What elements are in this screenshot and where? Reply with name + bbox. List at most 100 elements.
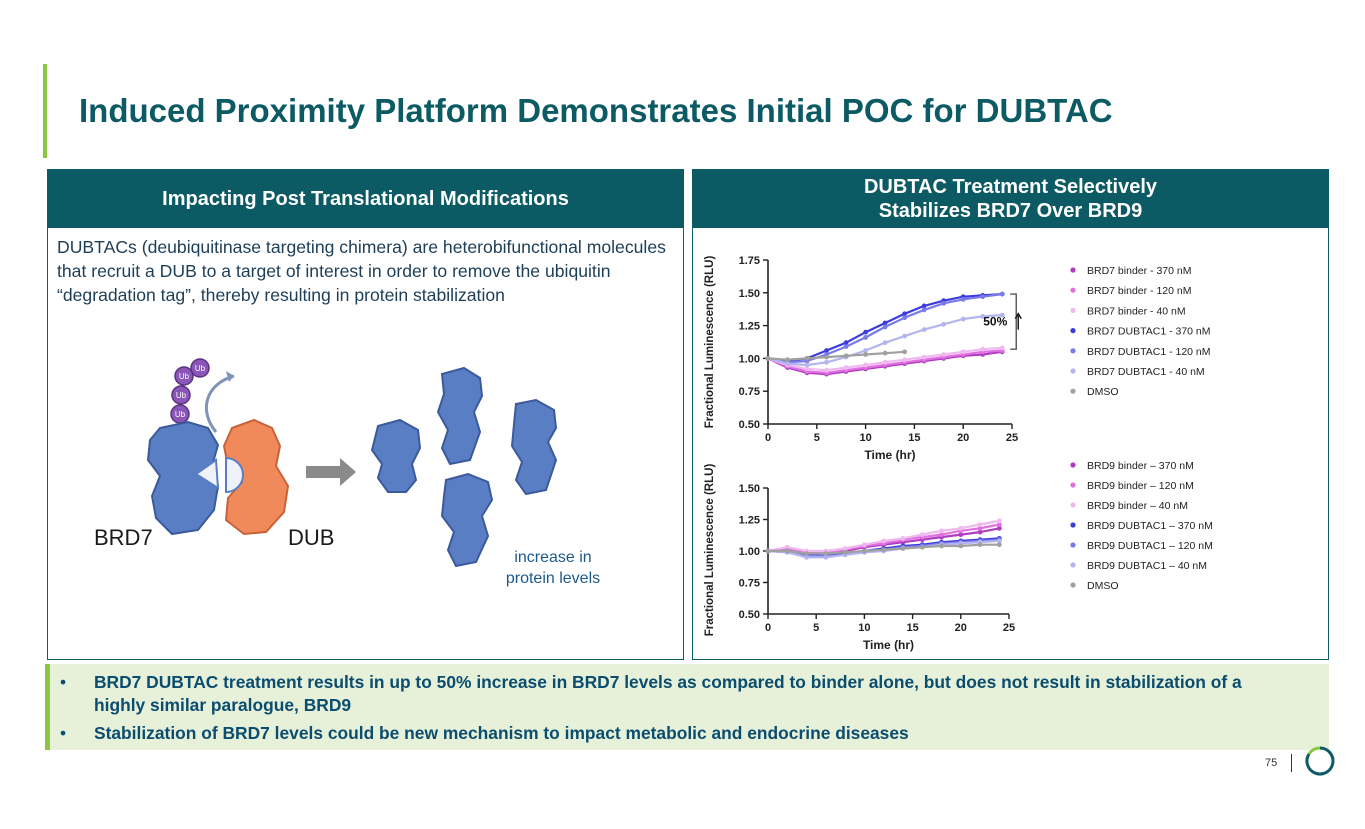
chart2-y-tick-label: 1.00 — [739, 546, 760, 558]
chart2-data-point — [977, 542, 983, 548]
chart2-data-point — [939, 543, 944, 549]
chart2-data-point — [958, 543, 964, 549]
chart1-annotation-arrow — [1014, 312, 1022, 330]
chart1-data-point — [824, 354, 829, 360]
right-panel-header: DUBTAC Treatment Selectively Stabilizes … — [693, 170, 1328, 228]
chart1-data-point — [824, 367, 829, 373]
dubtac-molecule — [194, 456, 244, 494]
chart2-y-tick-label: 0.50 — [739, 609, 760, 621]
bullet-marker-2: • — [60, 723, 67, 743]
process-arrow — [306, 458, 356, 486]
chart2-y-tick-label: 1.50 — [739, 483, 760, 495]
chart2-x-tick-label: 5 — [813, 622, 819, 634]
chart1-data-point — [804, 366, 810, 372]
chart2-data-point — [900, 536, 906, 541]
chart2-data-point — [977, 522, 983, 527]
dub-label: DUB — [288, 525, 334, 550]
chart1-data-point — [999, 291, 1005, 297]
chart2-data-point — [784, 548, 790, 554]
chart1-annotation-bracket — [1010, 293, 1017, 350]
removal-arrow — [204, 374, 235, 433]
chart2-legend-marker — [1070, 542, 1076, 548]
chart2-data-point — [823, 551, 829, 556]
chart2-legend-marker — [1070, 482, 1076, 488]
chart1-y-label: Fractional Luminescence (RLU) — [704, 256, 716, 429]
chart1-legend-label: BRD7 DUBTAC1 - 40 nM — [1087, 366, 1205, 378]
chart2-legend-label: BRD9 DUBTAC1 – 40 nM — [1087, 560, 1207, 572]
chart1-data-point — [980, 314, 986, 319]
chart2-legend-label: BRD9 binder – 120 nM — [1087, 480, 1194, 492]
chart1-data-point — [980, 294, 986, 300]
chart1-data-point — [863, 362, 868, 368]
chart2-y-tick-label: 0.75 — [739, 578, 760, 590]
ub-label-4: Ub — [195, 364, 206, 373]
ub-label-2: Ub — [176, 391, 187, 400]
chart1-data-point — [843, 353, 849, 359]
chart1-legend-label: BRD7 binder - 40 nM — [1087, 305, 1186, 317]
chart1-x-tick-label: 10 — [859, 432, 871, 444]
chart1-data-point — [980, 346, 986, 352]
chart2-legend-marker — [1070, 522, 1076, 528]
chart1-legend-marker — [1070, 368, 1076, 374]
chart2-data-point — [804, 551, 809, 556]
ubiquitin-chain: Ub Ub Ub Ub — [170, 358, 210, 424]
stabilized-protein-4 — [440, 472, 494, 568]
chart1-legend-marker — [1070, 328, 1076, 334]
chart1-data-point — [902, 311, 908, 317]
chart1-y-tick-label: 1.00 — [739, 353, 760, 365]
left-panel-header-text: Impacting Post Translational Modificatio… — [162, 187, 569, 210]
chart1-series-line-7 — [767, 350, 905, 361]
mechanism-diagram: Ub Ub Ub Ub BRD7 DUB increase in protein… — [94, 358, 600, 587]
chart1-x-tick-label: 5 — [814, 432, 820, 444]
finding-1-text: BRD7 DUBTAC treatment results in up to 5… — [94, 672, 1242, 715]
stabilized-protein-2 — [436, 366, 484, 466]
chart1-data-point — [921, 327, 927, 332]
chart1-data-point — [882, 359, 888, 365]
chart2-data-point — [862, 542, 867, 548]
page-number: 75 — [1265, 757, 1278, 769]
chart1-data-point — [863, 329, 868, 335]
bullet-marker-1: • — [60, 672, 67, 692]
chart2-data-point — [842, 546, 848, 551]
dubtac-description: DUBTACs (deubiquitinase targeting chimer… — [57, 237, 666, 305]
left-panel-header: Impacting Post Translational Modificatio… — [48, 170, 683, 228]
chart1-y-tick-label: 0.75 — [739, 386, 760, 398]
chart2-data-point — [996, 522, 1002, 527]
chart1-legend-label: BRD7 DUBTAC1 - 120 nM — [1087, 346, 1211, 358]
chart1-x-tick-label: 25 — [1006, 432, 1018, 444]
chart1-data-point — [921, 303, 927, 309]
chart1-data-point — [960, 349, 966, 355]
page-title: Induced Proximity Platform Demonstrates … — [79, 92, 1113, 129]
chart1-data-point — [921, 307, 927, 313]
chart1-data-point — [999, 345, 1005, 351]
chart2-data-point — [919, 532, 925, 538]
key-findings: • BRD7 DUBTAC treatment results in up to… — [45, 664, 1329, 750]
chart1-legend-marker — [1070, 348, 1076, 354]
chart1-legend-marker — [1070, 388, 1076, 394]
chart1-data-point — [902, 315, 908, 321]
chart2-legend-marker — [1070, 462, 1076, 468]
chart2-data-point — [958, 525, 964, 531]
chart1-x-tick-label: 20 — [957, 432, 969, 444]
chart1-data-point — [804, 356, 810, 361]
chart1-legend-marker — [1070, 267, 1076, 273]
chart2-y-label: Fractional Luminescence (RLU) — [704, 464, 716, 637]
chart2-data-point — [765, 548, 771, 554]
chart2-legend-marker — [1070, 502, 1076, 508]
chart2-x-label: Time (hr) — [863, 638, 914, 652]
chart2-x-tick-label: 20 — [955, 622, 967, 634]
chart2-data-point — [996, 525, 1002, 531]
chart1-x-tick-label: 15 — [908, 432, 920, 444]
chart2-x-tick-label: 0 — [765, 622, 771, 634]
chart1-y-tick-label: 0.50 — [739, 419, 760, 431]
footer-separator — [1291, 754, 1292, 772]
chart1-legend-label: BRD7 binder - 120 nM — [1087, 285, 1191, 297]
chart2-data-point — [958, 532, 964, 538]
right-panel-header-line1: DUBTAC Treatment Selectively — [863, 175, 1158, 198]
chart1-data-point — [824, 348, 829, 353]
chart2-data-point — [977, 525, 983, 531]
chart2-x-tick-label: 25 — [1003, 622, 1015, 634]
ub-label-3: Ub — [179, 372, 190, 381]
chart1-x-tick-label: 0 — [765, 432, 771, 444]
chart1-data-point — [843, 365, 849, 370]
